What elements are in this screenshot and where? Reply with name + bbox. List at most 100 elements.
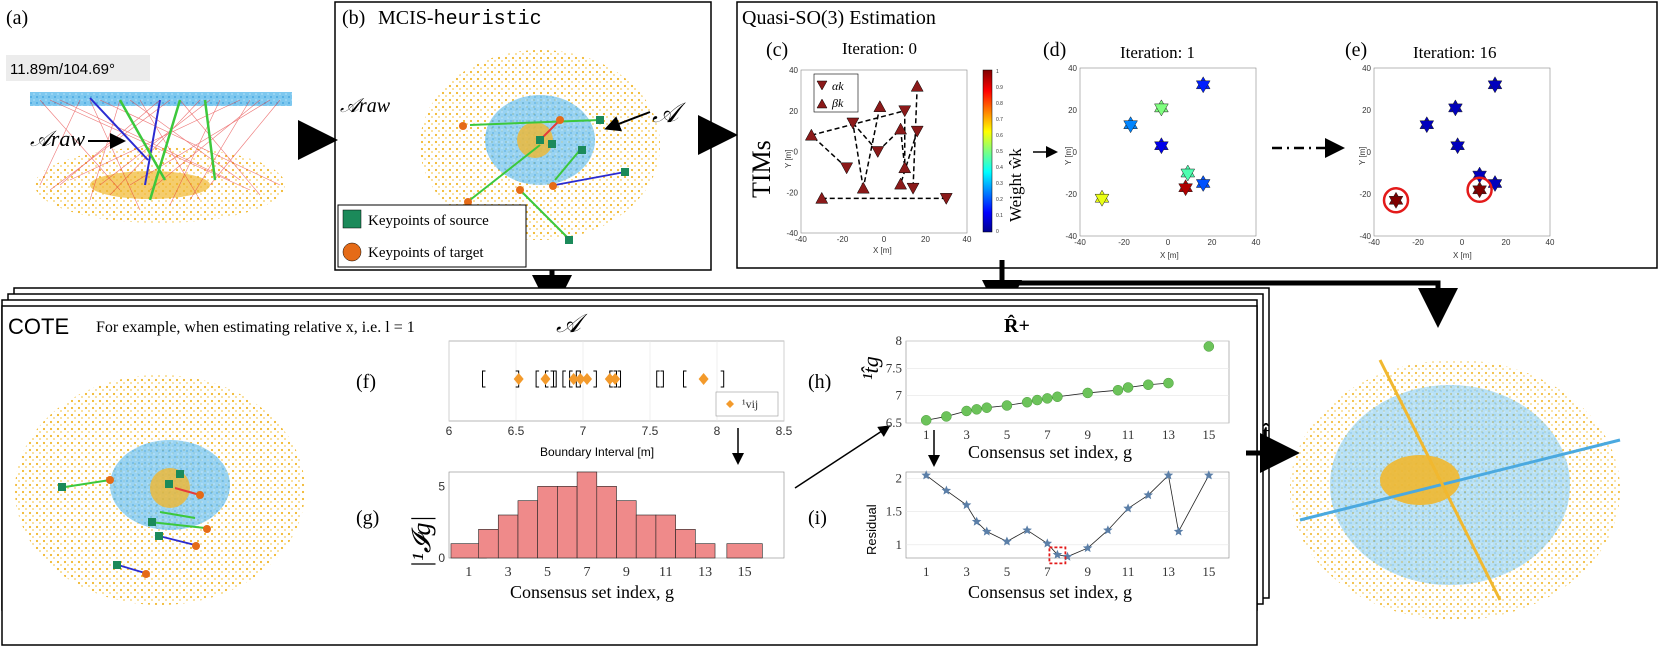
i-point (1002, 536, 1012, 546)
t-hat-label: t̂ (1262, 420, 1270, 445)
tim-point (910, 125, 924, 138)
tim-point (846, 117, 860, 130)
i-xtick: 15 (1202, 564, 1215, 579)
h-point (981, 402, 992, 413)
c-ytick: -40 (786, 229, 798, 238)
h-xtick: 5 (1004, 427, 1011, 442)
colorbar-tick: 0.9 (996, 85, 1003, 91)
a-raw-label: 𝒜raw (30, 126, 85, 151)
h-xtick: 9 (1084, 427, 1091, 442)
cote-title: COTE (8, 314, 69, 339)
c-xtick: 40 (963, 235, 972, 244)
target-keypoint-icon (342, 242, 362, 262)
tim-point (894, 177, 908, 190)
d-xtick: 40 (1252, 238, 1261, 247)
i-point (1042, 538, 1053, 548)
tim-point (804, 128, 818, 141)
colorbar-tick: 0 (996, 229, 999, 235)
h-point (941, 411, 952, 422)
i-xtick: 3 (963, 564, 970, 579)
e-star-b (1388, 196, 1404, 209)
e-star-b (1448, 103, 1463, 117)
e-xtick: 0 (1460, 238, 1465, 247)
h-point (1122, 382, 1134, 393)
vij-point (540, 373, 551, 385)
g-xtick: 7 (583, 565, 590, 580)
vij-point (610, 373, 621, 385)
i-ytick: 1 (896, 537, 903, 552)
d-star-b (1154, 141, 1169, 155)
vij-point (513, 373, 524, 385)
e-ytick: -20 (1359, 190, 1371, 199)
plot-d: -40-40 -20 -20 0 0 20 20 40 40 (1065, 64, 1261, 247)
interval-close (593, 370, 597, 388)
interval-close (720, 370, 725, 388)
i-point (941, 485, 952, 495)
plot-h: 6.577.581 3 5 7 9 11 13 15 (886, 333, 1230, 442)
c-legend-beta: βk (831, 96, 844, 110)
h-point (1112, 384, 1124, 396)
d-star-b (1195, 179, 1211, 193)
i-point (971, 516, 982, 526)
i-point (1123, 503, 1133, 513)
e-star-b (1487, 80, 1503, 94)
d-xtick: 0 (1166, 238, 1171, 247)
interval-open (482, 370, 486, 388)
d-xtick: -40 (1074, 238, 1086, 247)
inlier-circle (1466, 176, 1493, 204)
g-bar (675, 529, 696, 559)
h-point (1143, 379, 1154, 390)
f-xtick: 6 (446, 424, 453, 438)
h-xtick: 15 (1202, 427, 1215, 442)
interval-open (656, 370, 660, 388)
panel-f-tag: (f) (356, 371, 376, 393)
e-ylabel: Y [m] (1358, 146, 1367, 165)
tims-label: TIMs (747, 140, 776, 198)
vij-point (575, 373, 586, 385)
g-xtick: 3 (505, 565, 512, 580)
f-xtick: 6.5 (508, 424, 525, 438)
g-bar (695, 543, 716, 559)
h-point (1203, 341, 1215, 352)
i-point (1022, 525, 1032, 535)
interval-open (683, 370, 687, 388)
panel-b-tag: (b) (342, 7, 365, 29)
d-xlabel: X [m] (1160, 251, 1179, 260)
tim-link (912, 86, 918, 189)
panel-h-tag: (h) (808, 371, 831, 393)
i-ylabel: Residual (864, 504, 879, 555)
h-ytick: 8 (896, 333, 903, 348)
h-point (971, 404, 982, 415)
f-xlabel: Boundary Interval [m] (540, 445, 654, 459)
d-axes-box (1079, 67, 1257, 237)
panel-d-tag: (d) (1043, 39, 1066, 61)
i-xtick: 5 (1004, 564, 1011, 579)
d-ytick: -40 (1065, 232, 1077, 241)
h-point (1031, 394, 1043, 406)
tim-point (871, 146, 885, 159)
cote-description: For example, when estimating relative x,… (96, 319, 415, 336)
i-point (921, 470, 931, 480)
d-ytick: 40 (1068, 64, 1077, 73)
e-star-b (1472, 185, 1487, 199)
e-star-b (1419, 120, 1435, 134)
d-star-b (1154, 103, 1169, 117)
c-ytick: 40 (789, 66, 798, 75)
i-xtick: 9 (1084, 564, 1091, 579)
c-ytick: 0 (794, 148, 799, 157)
f-legend-label: ¹vij (742, 397, 758, 411)
colorbar-tick: 1 (996, 69, 999, 75)
colorbar-tick: 0.1 (996, 213, 1003, 219)
e-xlabel: X [m] (1453, 251, 1472, 260)
panel-i-tag: (i) (808, 507, 827, 529)
i-point (1143, 490, 1153, 500)
weight-colorbar (982, 69, 993, 233)
e-ytick: 20 (1362, 106, 1371, 115)
panel-a-tag: (a) (6, 7, 28, 29)
h-ylabel: ¹t̂g (858, 356, 883, 380)
i-point (1163, 470, 1174, 480)
final-registration-cloud (1290, 359, 1621, 620)
colorbar-tick: 0.4 (996, 165, 1003, 171)
tim-point (873, 100, 887, 112)
